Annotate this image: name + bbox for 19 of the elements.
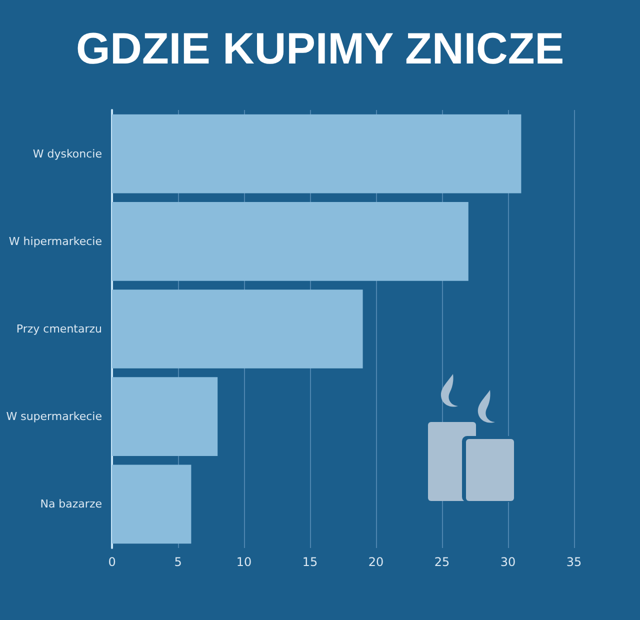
chart-title: GDZIE KUPIMY ZNICZE <box>76 24 564 74</box>
y-tick-label: W hipermarkecie <box>8 234 102 248</box>
x-tick-label: 25 <box>434 555 450 569</box>
y-tick-label: W supermarkecie <box>6 410 102 424</box>
y-tick-label: W dyskoncie <box>32 147 102 160</box>
x-tick-label: 5 <box>174 555 182 569</box>
bar <box>112 114 522 194</box>
y-tick-label: Przy cmentarzu <box>16 322 102 336</box>
x-tick-label: 20 <box>368 555 384 569</box>
bar <box>112 290 363 368</box>
bar <box>112 464 192 544</box>
x-tick-label: 0 <box>108 555 116 569</box>
bar <box>112 202 468 281</box>
x-tick-label: 15 <box>302 555 318 569</box>
x-tick-label: 10 <box>236 555 252 569</box>
y-tick-label: Na bazarze <box>40 498 102 511</box>
bar <box>112 377 218 456</box>
x-tick-label: 30 <box>500 555 516 569</box>
x-tick-label: 35 <box>566 555 582 569</box>
